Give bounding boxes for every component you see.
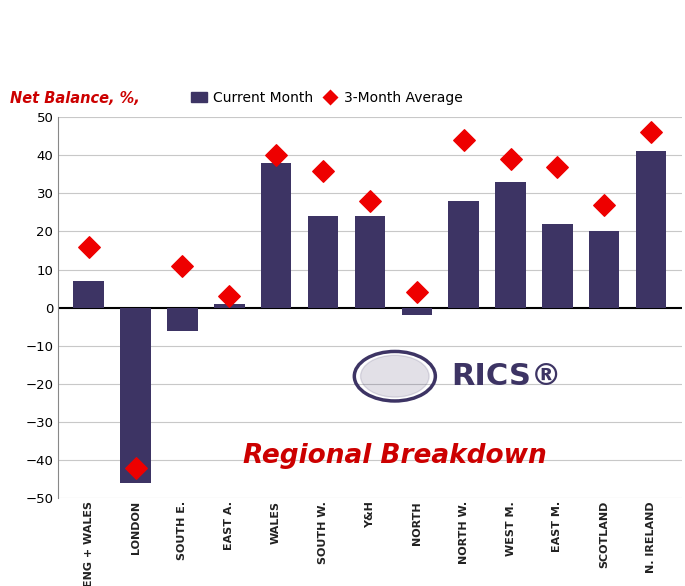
Point bbox=[271, 151, 282, 160]
Bar bbox=[401, 308, 432, 315]
Point bbox=[505, 154, 516, 163]
Bar bbox=[636, 151, 667, 308]
Point bbox=[130, 463, 141, 472]
Bar bbox=[214, 304, 245, 308]
Point bbox=[318, 166, 329, 175]
Text: Net Balance, %,: Net Balance, %, bbox=[10, 91, 140, 105]
Point bbox=[411, 288, 422, 297]
Circle shape bbox=[360, 355, 429, 397]
Bar bbox=[495, 182, 526, 308]
Point bbox=[83, 242, 94, 251]
Text: RICS®: RICS® bbox=[451, 362, 562, 391]
Point bbox=[552, 162, 563, 171]
Bar bbox=[449, 201, 479, 308]
Bar bbox=[589, 231, 619, 308]
Bar bbox=[542, 224, 573, 308]
Bar bbox=[73, 281, 104, 308]
Bar bbox=[308, 216, 338, 308]
Text: House Prices – Last 3 Months: House Prices – Last 3 Months bbox=[34, 22, 651, 57]
Point bbox=[224, 291, 235, 301]
Text: Regional Breakdown: Regional Breakdown bbox=[243, 443, 547, 469]
Bar bbox=[167, 308, 198, 331]
Point bbox=[364, 196, 375, 206]
Bar bbox=[261, 163, 291, 308]
Bar bbox=[121, 308, 151, 483]
Bar bbox=[355, 216, 385, 308]
Legend: Current Month, 3-Month Average: Current Month, 3-Month Average bbox=[185, 86, 468, 111]
Point bbox=[458, 135, 469, 145]
Point bbox=[599, 200, 610, 209]
Point bbox=[177, 261, 188, 270]
Point bbox=[646, 128, 657, 137]
